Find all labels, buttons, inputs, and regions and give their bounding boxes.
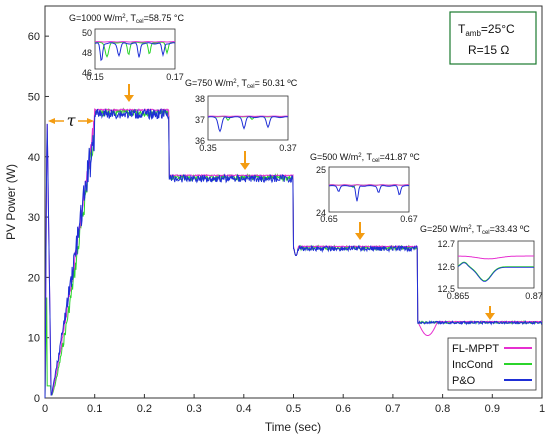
inset-1-xtick: 0.15 [86, 72, 104, 82]
inset-2-ytick: 37 [195, 115, 205, 125]
y-axis-ticks: 0 10 20 30 40 50 60 [28, 31, 49, 405]
x-tick-label: 0.2 [137, 403, 152, 415]
x-axis-label: Time (sec) [265, 420, 321, 434]
inset-4-line-po [457, 262, 534, 282]
inset-1-ytick: 46 [82, 68, 92, 78]
inset-4-xtick: 0.865 [447, 291, 470, 301]
y-axis-label: PV Power (W) [4, 164, 18, 240]
x-tick-label: 1 [539, 403, 545, 415]
x-tick-label: 0 [42, 403, 48, 415]
x-tick-label: 0.7 [385, 403, 400, 415]
inset-4-line-fl-mppt [458, 255, 534, 260]
y-tick-label: 20 [28, 272, 40, 284]
inset-4-xtick: 0.87 [525, 291, 543, 301]
annotation-g1000: G=1000 W/m2, Tcel=58.75 °C [69, 13, 185, 25]
legend-label-inccond: IncCond [452, 359, 493, 371]
inset-2: 38 37 36 0.35 0.37 [195, 94, 297, 153]
series-traces [44, 107, 543, 399]
y-tick-label: 50 [28, 91, 40, 103]
y-tick-label: 10 [28, 333, 40, 345]
inset-3-ytick: 25 [316, 165, 326, 175]
conditions-box: Tamb=25°C R=15 Ω [449, 11, 537, 65]
series-line-po [44, 107, 543, 399]
inset-3: 25 24 0.65 0.67 [316, 165, 418, 224]
legend-label-po: P&O [452, 375, 476, 387]
inset-1-ytick: 48 [82, 48, 92, 58]
annotation-g500: G=500 W/m2, Tcel=41.87 ºC [310, 152, 420, 164]
tau-annotation: τ [48, 111, 94, 130]
inset-2-ytick: 38 [195, 94, 205, 104]
annotation-g250: G=250 W/m2, Tcel=33.43 ºC [420, 224, 530, 236]
inset-4-ytick: 12.7 [437, 239, 455, 249]
ambient-temperature: Tamb=25°C [458, 22, 515, 38]
inset-4-ytick: 12.6 [437, 262, 455, 272]
y-tick-label: 0 [34, 393, 40, 405]
inset-2-xtick: 0.35 [199, 143, 217, 153]
inset-1-line-po [94, 42, 176, 62]
tau-label: τ [67, 111, 77, 130]
inset-1-xtick: 0.17 [166, 72, 184, 82]
inset-2-ytick: 36 [195, 136, 205, 146]
x-tick-label: 0.4 [236, 403, 251, 415]
inset-2-xtick: 0.37 [279, 143, 297, 153]
y-tick-label: 30 [28, 212, 40, 224]
inset-3-xtick: 0.67 [400, 214, 418, 224]
inset-4: 12.7 12.6 12.5 0.865 0.87 [437, 239, 542, 301]
inset-3-line-po [328, 184, 410, 202]
x-tick-label: 0.8 [435, 403, 450, 415]
legend: FL-MPPT IncCond P&O [447, 337, 537, 391]
x-tick-label: 0.1 [87, 403, 102, 415]
x-tick-label: 0.9 [485, 403, 500, 415]
inset-4-ytick: 12.5 [437, 284, 455, 294]
load-resistance: R=15 Ω [468, 43, 509, 57]
inset-1: 50 48 46 0.15 0.17 [82, 28, 184, 82]
annotation-g750: G=750 W/m2, Tcel= 50.31 ºC [185, 78, 298, 90]
y-tick-label: 60 [28, 31, 40, 43]
inset-3-xtick: 0.65 [320, 214, 338, 224]
inset-1-ytick: 50 [82, 28, 92, 38]
y-tick-label: 40 [28, 152, 40, 164]
x-tick-label: 0.3 [186, 403, 201, 415]
inset-3-ytick: 24 [316, 208, 326, 218]
x-axis-ticks: 0 0.1 0.2 0.3 0.4 0.5 0.6 0.7 0.8 0.9 1 [42, 394, 545, 415]
x-tick-label: 0.6 [336, 403, 351, 415]
legend-label-fl-mppt: FL-MPPT [452, 343, 499, 355]
inset-1-line-inccond [94, 41, 176, 58]
x-tick-label: 0.5 [286, 403, 301, 415]
inset-2-line-po [207, 116, 289, 133]
inset-arrows [124, 84, 495, 320]
